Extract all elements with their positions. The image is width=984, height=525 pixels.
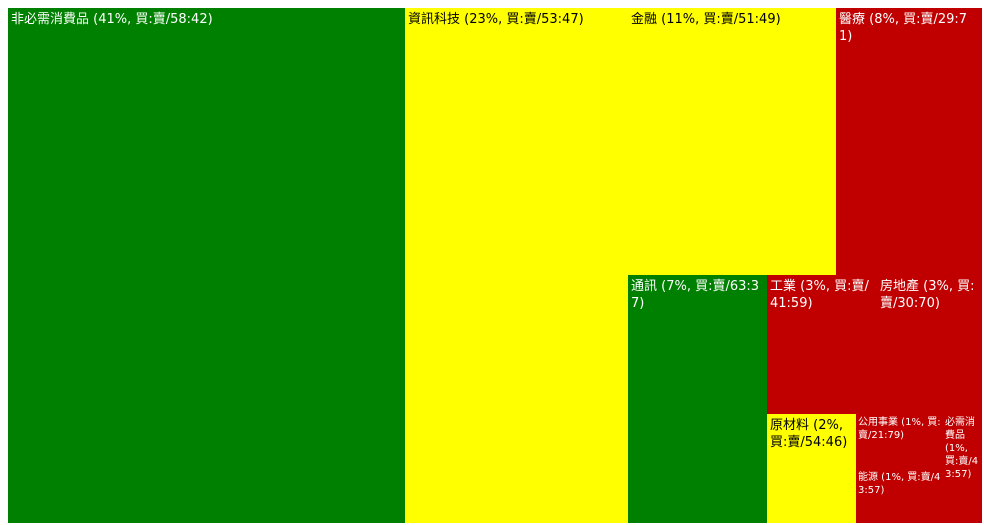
tile-real-estate[interactable]: 房地產 (3%, 買:賣/30:70)	[877, 275, 984, 416]
tile-communication[interactable]: 通訊 (7%, 買:賣/63:37)	[628, 275, 769, 525]
tile-materials[interactable]: 原材料 (2%, 買:賣/54:46)	[767, 414, 858, 525]
tile-label: 金融 (11%, 買:賣/51:49)	[631, 12, 781, 27]
tile-label: 原材料 (2%, 買:賣/54:46)	[770, 418, 848, 450]
tile-label: 房地產 (3%, 買:賣/30:70)	[880, 279, 975, 311]
tile-label: 公用事業 (1%, 買:賣/21:79)	[858, 417, 941, 441]
tile-consumer-discretionary[interactable]: 非必需消費品 (41%, 買:賣/58:42)	[8, 8, 407, 525]
treemap: 非必需消費品 (41%, 買:賣/58:42) 資訊科技 (23%, 買:賣/5…	[8, 8, 984, 525]
tile-label: 通訊 (7%, 買:賣/63:37)	[631, 279, 760, 311]
tile-label: 非必需消費品 (41%, 買:賣/58:42)	[11, 12, 213, 27]
tile-consumer-staples[interactable]: 必需消費品 (1%, 買:賣/43:57)	[943, 414, 984, 525]
tile-label: 必需消費品 (1%, 買:賣/43:57)	[945, 417, 979, 480]
tile-industrials[interactable]: 工業 (3%, 買:賣/41:59)	[767, 275, 879, 416]
tile-label: 醫療 (8%, 買:賣/29:71)	[839, 12, 968, 44]
tile-information-technology[interactable]: 資訊科技 (23%, 買:賣/53:47)	[405, 8, 630, 525]
tile-utilities[interactable]: 公用事業 (1%, 買:賣/21:79)	[856, 414, 945, 471]
tile-energy[interactable]: 能源 (1%, 買:賣/43:57)	[856, 469, 945, 525]
tile-financials[interactable]: 金融 (11%, 買:賣/51:49)	[628, 8, 838, 277]
tile-label: 能源 (1%, 買:賣/43:57)	[858, 472, 941, 496]
tile-health-care[interactable]: 醫療 (8%, 買:賣/29:71)	[836, 8, 984, 277]
tile-label: 工業 (3%, 買:賣/41:59)	[770, 279, 869, 311]
tile-label: 資訊科技 (23%, 買:賣/53:47)	[408, 12, 584, 27]
